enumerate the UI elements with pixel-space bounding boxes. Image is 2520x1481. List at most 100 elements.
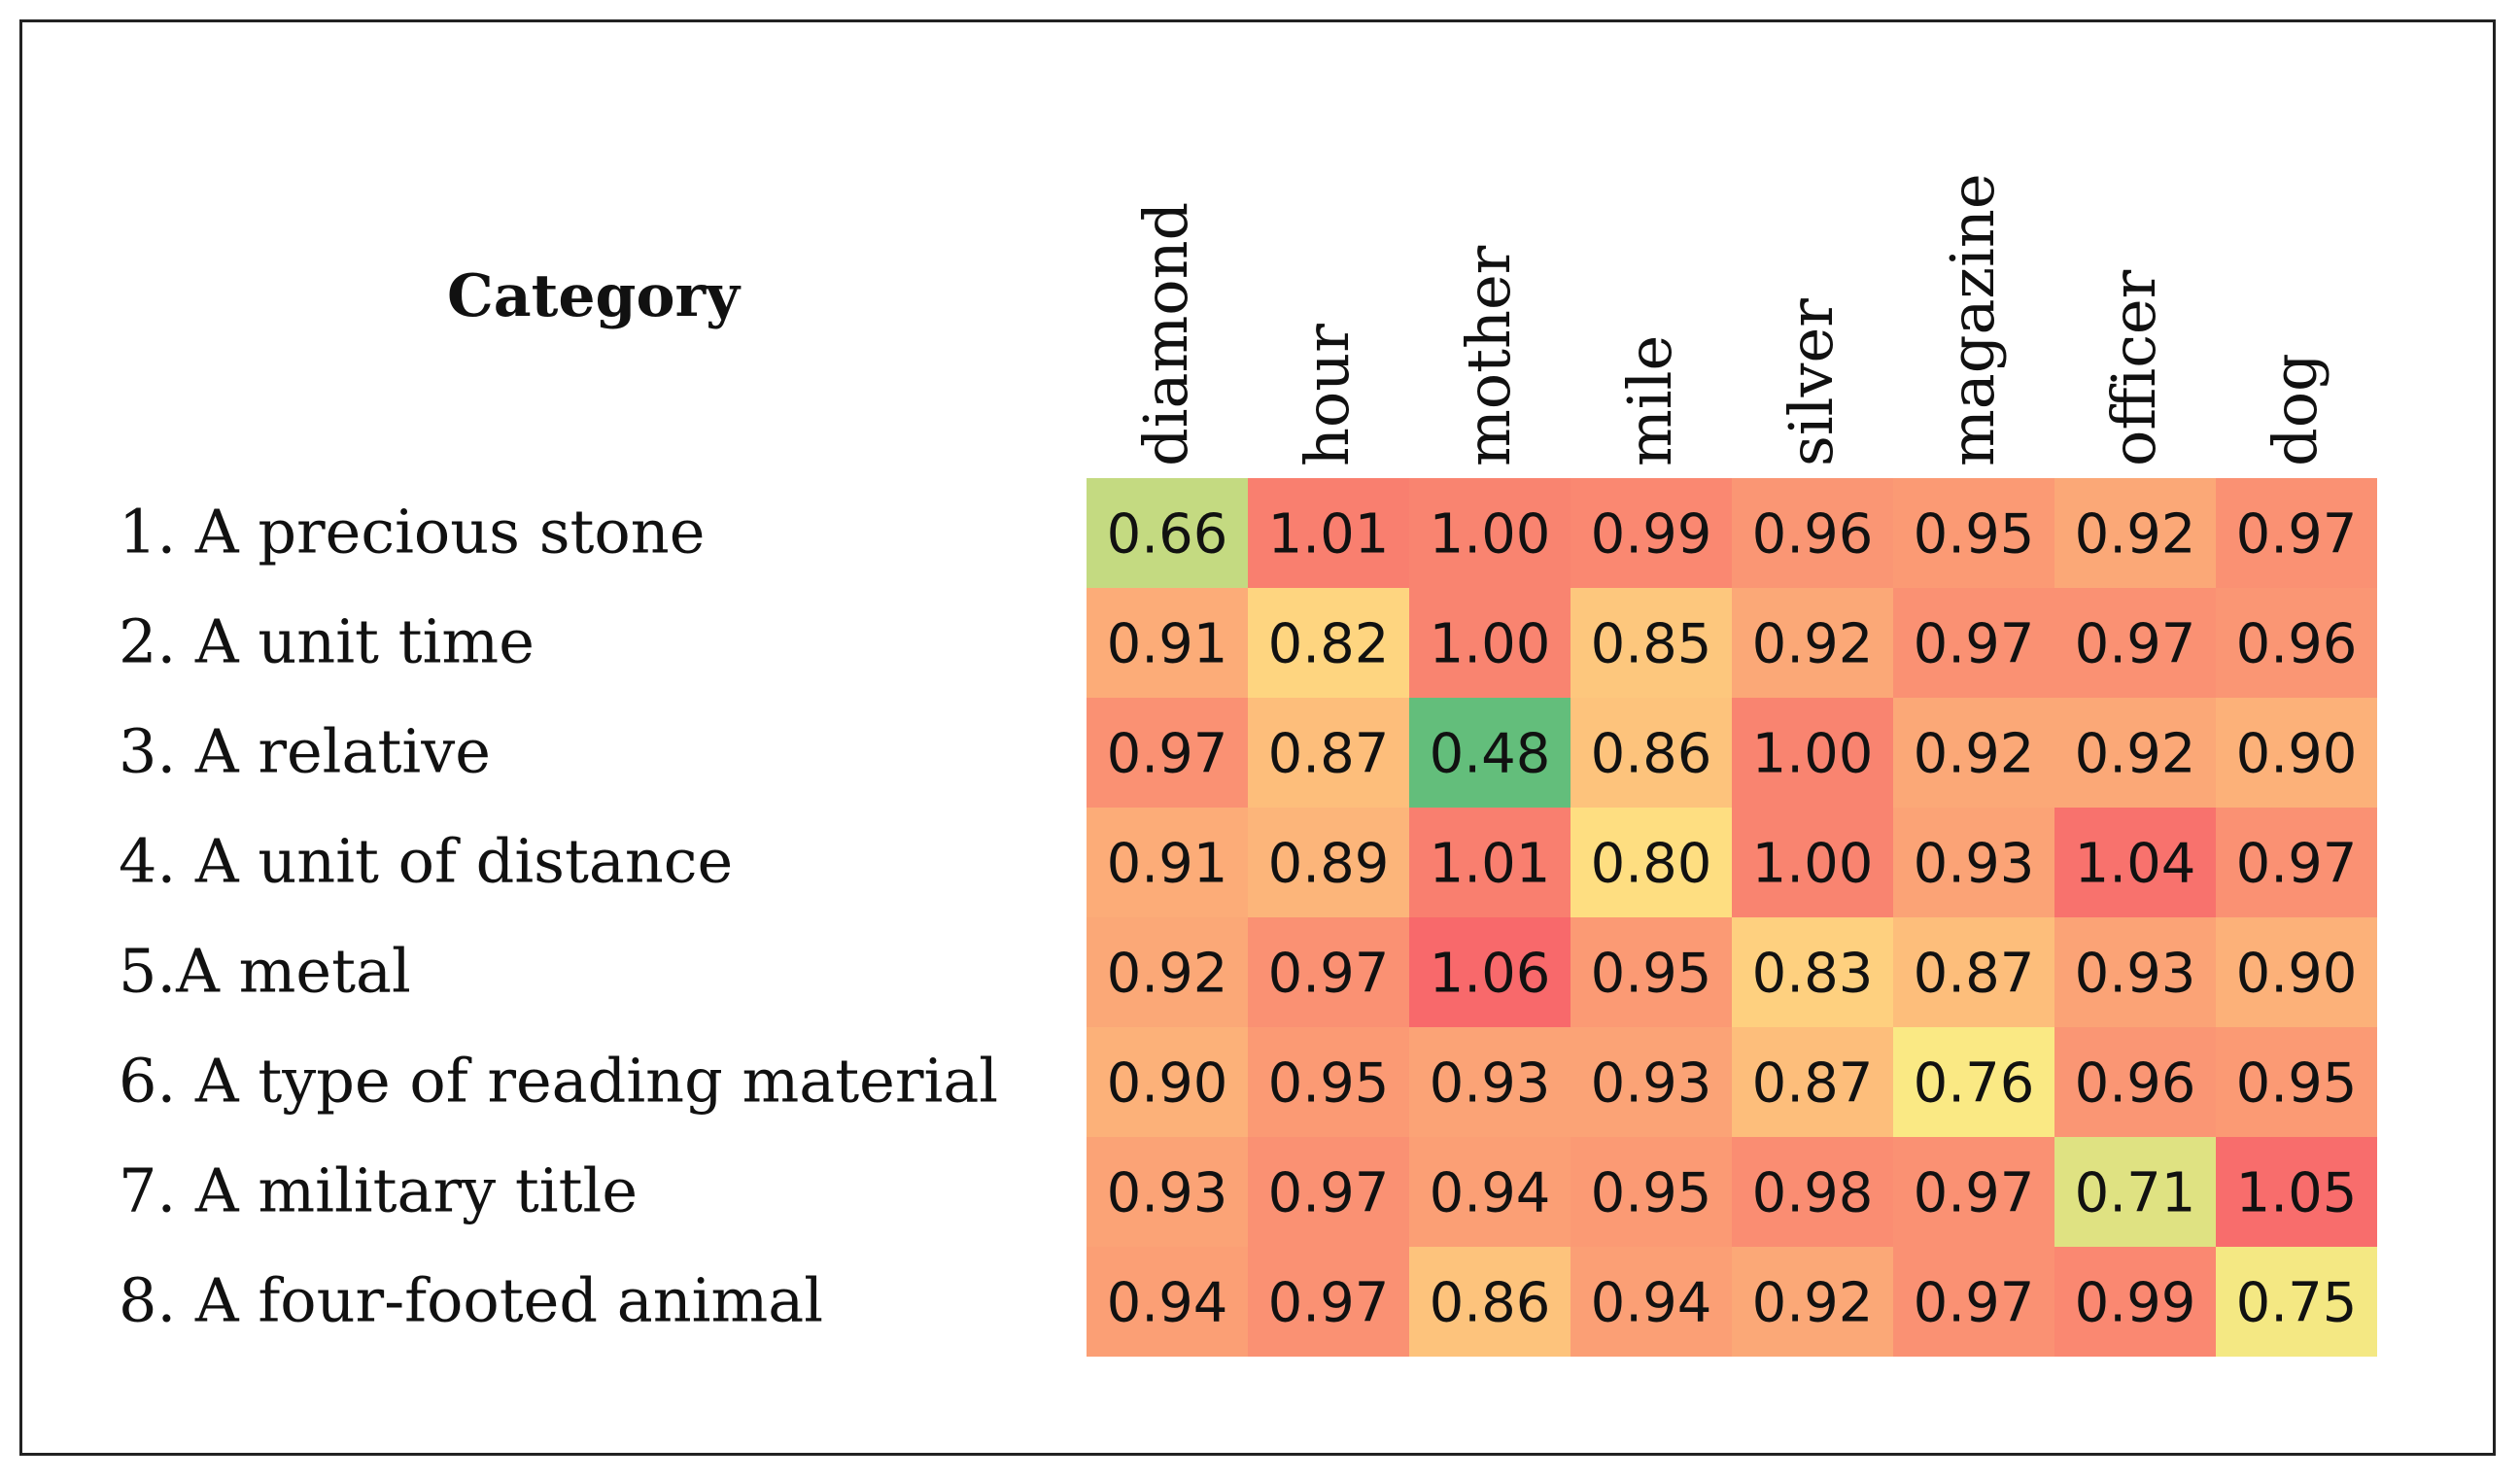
column-label: hour [1292, 324, 1363, 466]
cell-value-label: 0.89 [1268, 833, 1390, 896]
cell-value-label: 0.92 [2075, 503, 2196, 567]
heatmap-cell [1732, 1247, 1893, 1357]
heatmap-cell [1087, 808, 1248, 917]
heatmap-cell [2054, 917, 2216, 1027]
heatmap-cell [1409, 1027, 1571, 1137]
heatmap-cell [1732, 1137, 1893, 1247]
cell-value-label: 0.92 [1914, 723, 2035, 786]
cell-value-label: 0.97 [1107, 723, 1228, 786]
heatmap-cell [1409, 1137, 1571, 1247]
cell-value-label: 0.97 [1914, 1272, 2035, 1335]
heatmap-cell [2216, 808, 2377, 917]
heatmap-cell [2216, 478, 2377, 588]
heatmap-cell [1732, 808, 1893, 917]
cell-value-label: 0.95 [1591, 943, 1712, 1006]
row-label: 3. A relative [119, 716, 491, 787]
cell-value-label: 0.95 [1914, 503, 2035, 567]
heatmap-cell [1409, 808, 1571, 917]
column-label: officer [2098, 269, 2169, 466]
row-label: 5.A metal [119, 936, 411, 1007]
cell-value-label: 0.93 [1591, 1052, 1712, 1116]
cell-value-label: 0.86 [1430, 1272, 1551, 1335]
cell-value-label: 1.00 [1430, 613, 1551, 676]
cell-value-label: 0.94 [1107, 1272, 1228, 1335]
column-label: magazine [1937, 173, 2008, 466]
column-label: silver [1776, 298, 1847, 466]
heatmap-cell [1248, 1247, 1409, 1357]
heatmap-cell [2216, 698, 2377, 808]
heatmap-cell [1732, 588, 1893, 698]
row-label: 2. A unit time [119, 606, 535, 677]
heatmap-cell [1087, 917, 1248, 1027]
heatmap-cell [1893, 917, 2054, 1027]
cell-value-label: 0.83 [1752, 943, 1874, 1006]
column-label: mother [1453, 245, 1524, 466]
heatmap-cell [1893, 588, 2054, 698]
heatmap-cell [1571, 478, 1732, 588]
heatmap-cell [1571, 588, 1732, 698]
cell-value-label: 1.00 [1752, 833, 1874, 896]
cell-value-label: 0.95 [1268, 1052, 1390, 1116]
cell-value-label: 1.00 [1430, 503, 1551, 567]
heatmap-cell [1409, 1247, 1571, 1357]
cell-value-label: 1.06 [1430, 943, 1551, 1006]
heatmap-cell [1087, 1137, 1248, 1247]
cell-value-label: 0.94 [1430, 1162, 1551, 1225]
heatmap-cell [2216, 1027, 2377, 1137]
cell-value-label: 1.01 [1430, 833, 1551, 896]
cell-value-label: 0.71 [2075, 1162, 2196, 1225]
cell-value-label: 0.87 [1752, 1052, 1874, 1116]
heatmap-cell [1893, 1247, 2054, 1357]
cell-value-label: 0.66 [1107, 503, 1228, 567]
heatmap-cell [2216, 917, 2377, 1027]
cell-value-label: 0.93 [1914, 833, 2035, 896]
heatmap-cell [1893, 1027, 2054, 1137]
heatmap-cell [1732, 1027, 1893, 1137]
cell-value-label: 0.93 [2075, 943, 2196, 1006]
heatmap-cell [2054, 1137, 2216, 1247]
heatmap-cell [2216, 1247, 2377, 1357]
cell-value-label: 0.97 [1268, 1162, 1390, 1225]
cell-value-label: 0.96 [2075, 1052, 2196, 1116]
cell-value-label: 0.91 [1107, 833, 1228, 896]
cell-value-label: 0.75 [2236, 1272, 2358, 1335]
cell-value-label: 0.93 [1107, 1162, 1228, 1225]
cell-value-label: 0.95 [1591, 1162, 1712, 1225]
heatmap-cell [1571, 808, 1732, 917]
heatmap-cell [2216, 588, 2377, 698]
cell-value-label: 1.01 [1268, 503, 1390, 567]
heatmap-cell [2054, 478, 2216, 588]
row-label: 1. A precious stone [119, 497, 705, 568]
cell-value-label: 0.97 [2236, 503, 2358, 567]
row-label: 8. A four-footed animal [119, 1265, 823, 1336]
cell-value-label: 0.97 [2236, 833, 2358, 896]
cell-value-label: 0.97 [1914, 1162, 2035, 1225]
heatmap-cell [1248, 917, 1409, 1027]
cell-value-label: 0.97 [1268, 1272, 1390, 1335]
cell-value-label: 1.04 [2075, 833, 2196, 896]
cell-value-label: 0.92 [1107, 943, 1228, 1006]
cell-value-label: 0.80 [1591, 833, 1712, 896]
category-header: Category [447, 262, 740, 330]
heatmap-cell [1409, 917, 1571, 1027]
heatmap-cell [1087, 1247, 1248, 1357]
heatmap-cell [1571, 1247, 1732, 1357]
cell-value-label: 0.85 [1591, 613, 1712, 676]
cell-value-label: 0.48 [1430, 723, 1551, 786]
cell-value-label: 0.97 [2075, 613, 2196, 676]
heatmap-cell [1409, 478, 1571, 588]
cell-value-label: 0.92 [1752, 613, 1874, 676]
cell-value-label: 0.96 [1752, 503, 1874, 567]
heatmap-cell [2054, 1027, 2216, 1137]
heatmap-cell [1732, 478, 1893, 588]
heatmap-cell [2054, 1247, 2216, 1357]
row-label: 6. A type of reading material [119, 1046, 998, 1117]
heatmap-cell [1571, 917, 1732, 1027]
heatmap-cell [1893, 1137, 2054, 1247]
cell-value-label: 1.00 [1752, 723, 1874, 786]
cell-value-label: 0.90 [2236, 723, 2358, 786]
cell-value-label: 0.97 [1914, 613, 2035, 676]
column-label: mile [1614, 335, 1685, 466]
heatmap-cell [1893, 808, 2054, 917]
heatmap-cell [1732, 698, 1893, 808]
